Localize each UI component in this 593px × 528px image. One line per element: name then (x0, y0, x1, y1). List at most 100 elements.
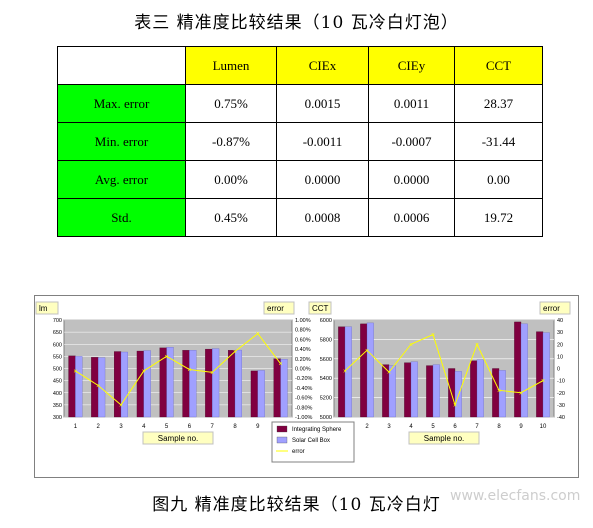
error-point: × (453, 402, 457, 409)
axis-title-box (308, 301, 332, 315)
bar-solar-cell-box (388, 365, 396, 418)
y-tick-label: 650 (53, 330, 62, 336)
y2-tick-label: -0.80% (295, 405, 313, 411)
y-tick-label: 350 (53, 403, 62, 409)
axis-title-right: error (543, 304, 560, 313)
bar-integrating-sphere (536, 331, 544, 418)
x-tick-label: 3 (119, 424, 123, 430)
y2-tick-label: -0.60% (295, 396, 313, 402)
bar-integrating-sphere (360, 323, 368, 418)
error-line (344, 333, 544, 407)
bar-integrating-sphere (514, 321, 522, 418)
watermark-text: www.elecfans.com (450, 488, 581, 504)
y-tick-label: 5000 (320, 415, 332, 421)
x-tick-label: 1 (74, 424, 78, 430)
x-tick-label: 4 (409, 424, 413, 430)
xlabel-box (142, 431, 214, 445)
table-row: Min. error -0.87% -0.0011 -0.0007 -31.44 (57, 122, 543, 161)
x-tick-label: 9 (519, 424, 523, 430)
bar-solar-cell-box (520, 323, 528, 418)
y2-tick-label: 0.80% (295, 328, 311, 334)
bar-solar-cell-box (234, 349, 242, 418)
bar-solar-cell-box (366, 322, 374, 418)
y-tick-label: 5800 (320, 337, 332, 343)
bar-solar-cell-box (143, 350, 151, 418)
y2-tick-label: -20 (557, 391, 565, 397)
table-cell: 19.72 (454, 198, 543, 237)
y-tick-label: 450 (53, 379, 62, 385)
bar-solar-cell-box (344, 326, 352, 418)
error-point: × (210, 370, 214, 377)
y-tick-label: 550 (53, 354, 62, 360)
y-tick-label: 300 (53, 415, 62, 421)
y2-tick-label: -0.20% (295, 376, 313, 382)
axis-title-box (263, 301, 295, 315)
table-row: Std. 0.45% 0.0008 0.0006 19.72 (57, 198, 543, 237)
legend-label: Solar Cell Box (292, 438, 330, 444)
y2-tick-label: -10 (557, 379, 565, 385)
y-tick-label: 5200 (320, 396, 332, 402)
error-point: × (519, 390, 523, 397)
error-point: × (256, 331, 260, 338)
header-ciex: CIEx (276, 46, 369, 85)
bar-solar-cell-box (542, 332, 550, 418)
error-point: × (343, 368, 347, 375)
table-cell: 0.45% (185, 198, 277, 237)
xlabel-box (408, 431, 480, 445)
y-tick-label: 500 (53, 367, 62, 373)
x-axis-label: Sample no. (158, 434, 198, 443)
error-point: × (387, 370, 391, 377)
bar-integrating-sphere (250, 370, 258, 418)
y2-tick-label: 30 (557, 330, 563, 336)
error-point: × (96, 383, 100, 390)
bar-integrating-sphere (470, 360, 478, 418)
x-tick-label: 9 (256, 424, 260, 430)
comparison-chart-figure: lm error 300 350 400 450 500 550 600 650 700 -1.00%… (34, 295, 579, 482)
table-header-row: Lumen CIEx CIEy CCT (57, 46, 543, 85)
table-cell: 0.0008 (276, 198, 369, 237)
error-point: × (187, 367, 191, 374)
table-cell: 0.00 (454, 160, 543, 199)
y2-tick-label: 0.40% (295, 347, 311, 353)
header-lumen: Lumen (185, 46, 277, 85)
error-point: × (409, 342, 413, 349)
error-point: × (279, 361, 283, 368)
y-tick-label: 5600 (320, 357, 332, 363)
table-row: Max. error 0.75% 0.0015 0.0011 28.37 (57, 84, 543, 123)
x-tick-label: 6 (188, 424, 192, 430)
error-point: × (165, 354, 169, 361)
y2-tick-label: -30 (557, 403, 565, 409)
error-point: × (73, 368, 77, 375)
axis-title-left: CCT (312, 304, 329, 313)
y2-tick-label: 10 (557, 354, 563, 360)
y-tick-label: 400 (53, 391, 62, 397)
bar-solar-cell-box (410, 361, 418, 418)
x-tick-label: 8 (233, 424, 237, 430)
x-tick-label: 5 (431, 424, 435, 430)
bar-solar-cell-box (476, 359, 484, 418)
table-cell: 0.0011 (368, 84, 455, 123)
bar-solar-cell-box (189, 350, 197, 418)
row-label: Min. error (57, 122, 186, 161)
bar-solar-cell-box (498, 370, 506, 418)
accuracy-table: Lumen CIEx CIEy CCT Max. error 0.75% 0.0… (57, 46, 543, 237)
y2-tick-label: -40 (557, 415, 565, 421)
table-cell: 0.0000 (276, 160, 369, 199)
row-label: Std. (57, 198, 186, 237)
x-tick-label: 7 (475, 424, 479, 430)
table-cell: 0.00% (185, 160, 277, 199)
legend-label: Integrating Sphere (292, 427, 342, 433)
axis-title-box (539, 301, 571, 315)
bar-solar-cell-box (257, 370, 265, 418)
bar-integrating-sphere (182, 350, 190, 418)
x-tick-label: 5 (165, 424, 169, 430)
table-cell: -0.0007 (368, 122, 455, 161)
axis-title-box (35, 301, 59, 315)
y2-tick-label: 0.60% (295, 337, 311, 343)
y2-tick-label: 0 (557, 367, 560, 373)
x-tick-label: 3 (387, 424, 391, 430)
bar-integrating-sphere (228, 350, 236, 418)
table-cell: 0.0015 (276, 84, 369, 123)
table-cell: 0.0006 (368, 198, 455, 237)
legend-swatch (276, 436, 288, 444)
